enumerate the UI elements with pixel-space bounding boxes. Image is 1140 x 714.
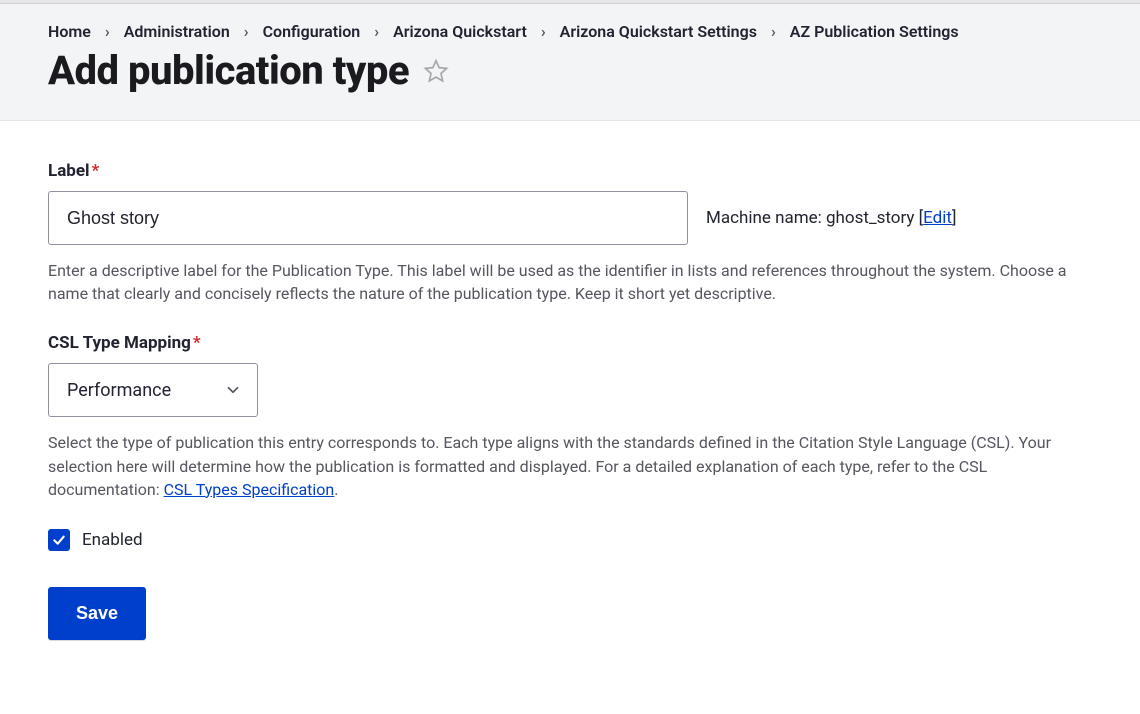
csl-spec-link[interactable]: CSL Types Specification xyxy=(164,480,335,499)
machine-name: Machine name: ghost_story [Edit] xyxy=(706,208,956,228)
edit-bracket-close: ] xyxy=(952,208,957,228)
required-marker: * xyxy=(92,161,100,181)
breadcrumb-separator: › xyxy=(244,22,249,41)
csl-field-description: Select the type of publication this entr… xyxy=(48,431,1078,501)
save-button[interactable]: Save xyxy=(48,587,146,640)
machine-name-value: ghost_story xyxy=(826,208,914,228)
breadcrumb-item-home[interactable]: Home xyxy=(48,22,91,41)
edit-bracket-open: [ xyxy=(914,208,923,228)
label-field-label-text: Label xyxy=(48,161,90,181)
label-field-description: Enter a descriptive label for the Public… xyxy=(48,259,1078,305)
csl-select-value: Performance xyxy=(67,380,171,401)
form-item-label: Label* Machine name: ghost_story [Edit] … xyxy=(48,161,1092,305)
breadcrumb-item-configuration[interactable]: Configuration xyxy=(263,22,361,41)
machine-name-edit-link[interactable]: Edit xyxy=(923,208,952,228)
breadcrumb-separator: › xyxy=(541,22,546,41)
breadcrumb-item-az-publication-settings[interactable]: AZ Publication Settings xyxy=(790,22,959,41)
enabled-checkbox-row: Enabled xyxy=(48,529,1092,551)
machine-name-prefix: Machine name: xyxy=(706,208,826,228)
csl-select[interactable]: Performance xyxy=(48,363,258,417)
breadcrumb-separator: › xyxy=(105,22,110,41)
page-title: Add publication type xyxy=(48,47,409,94)
label-input[interactable] xyxy=(48,191,688,245)
enabled-checkbox-label[interactable]: Enabled xyxy=(82,530,143,550)
csl-select-box[interactable]: Performance xyxy=(48,363,258,417)
label-input-row: Machine name: ghost_story [Edit] xyxy=(48,191,1092,245)
title-row: Add publication type xyxy=(48,47,1092,94)
content-region: Label* Machine name: ghost_story [Edit] … xyxy=(0,121,1140,680)
form-item-csl-type: CSL Type Mapping* Performance Select the… xyxy=(48,333,1092,501)
csl-field-label-text: CSL Type Mapping xyxy=(48,333,191,353)
csl-field-label: CSL Type Mapping* xyxy=(48,333,1092,353)
enabled-checkbox[interactable] xyxy=(48,529,70,551)
header-band: Home › Administration › Configuration › … xyxy=(0,4,1140,121)
star-outline-icon[interactable] xyxy=(423,58,449,84)
label-field-label: Label* xyxy=(48,161,1092,181)
breadcrumb-separator: › xyxy=(374,22,379,41)
breadcrumb-separator: › xyxy=(771,22,776,41)
breadcrumb-item-administration[interactable]: Administration xyxy=(124,22,230,41)
breadcrumb: Home › Administration › Configuration › … xyxy=(48,22,1092,41)
breadcrumb-item-arizona-quickstart[interactable]: Arizona Quickstart xyxy=(393,22,527,41)
breadcrumb-item-arizona-quickstart-settings[interactable]: Arizona Quickstart Settings xyxy=(560,22,757,41)
required-marker: * xyxy=(193,333,201,353)
csl-description-post: . xyxy=(334,480,338,499)
